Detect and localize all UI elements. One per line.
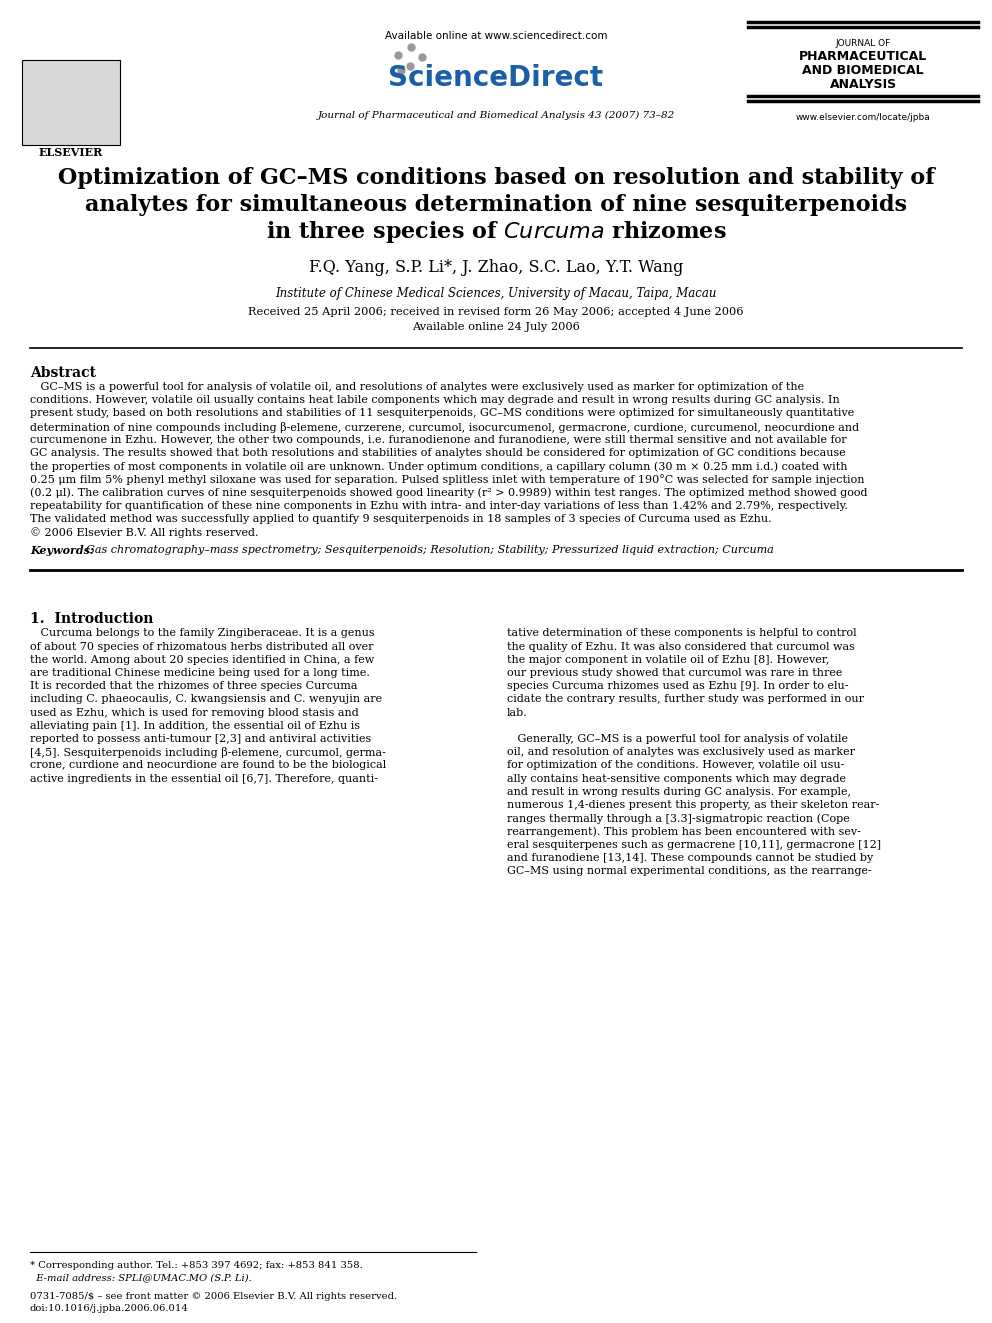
Text: Keywords:: Keywords: (30, 545, 94, 557)
Text: conditions. However, volatile oil usually contains heat labile components which : conditions. However, volatile oil usuall… (30, 396, 840, 405)
Text: ELSEVIER: ELSEVIER (39, 147, 103, 159)
Text: Gas chromatography–mass spectrometry; Sesquiterpenoids; Resolution; Stability; P: Gas chromatography–mass spectrometry; Se… (79, 545, 774, 556)
Text: Generally, GC–MS is a powerful tool for analysis of volatile: Generally, GC–MS is a powerful tool for … (507, 734, 848, 744)
Text: ScienceDirect: ScienceDirect (389, 64, 603, 93)
Text: AND BIOMEDICAL: AND BIOMEDICAL (803, 65, 924, 78)
Text: E-mail address: SPLI@UMAC.MO (S.P. Li).: E-mail address: SPLI@UMAC.MO (S.P. Li). (30, 1273, 252, 1282)
Text: F.Q. Yang, S.P. Li*, J. Zhao, S.C. Lao, Y.T. Wang: F.Q. Yang, S.P. Li*, J. Zhao, S.C. Lao, … (309, 259, 683, 277)
Text: ally contains heat-sensitive components which may degrade: ally contains heat-sensitive components … (507, 774, 846, 783)
Text: curcumenone in Ezhu. However, the other two compounds, i.e. furanodienone and fu: curcumenone in Ezhu. However, the other … (30, 435, 846, 445)
Text: 0.25 μm film 5% phenyl methyl siloxane was used for separation. Pulsed splitless: 0.25 μm film 5% phenyl methyl siloxane w… (30, 475, 864, 486)
Text: repeatability for quantification of these nine components in Ezhu with intra- an: repeatability for quantification of thes… (30, 501, 848, 511)
Text: reported to possess anti-tumour [2,3] and antiviral activities: reported to possess anti-tumour [2,3] an… (30, 734, 371, 744)
Text: numerous 1,4-dienes present this property, as their skeleton rear-: numerous 1,4-dienes present this propert… (507, 800, 879, 810)
Text: rearrangement). This problem has been encountered with sev-: rearrangement). This problem has been en… (507, 827, 861, 837)
Text: eral sesquiterpenes such as germacrene [10,11], germacrone [12]: eral sesquiterpenes such as germacrene [… (507, 840, 881, 849)
Text: cidate the contrary results, further study was performed in our: cidate the contrary results, further stu… (507, 695, 864, 704)
Text: ranges thermally through a [3.3]-sigmatropic reaction (Cope: ranges thermally through a [3.3]-sigmatr… (507, 814, 850, 824)
Text: our previous study showed that curcumol was rare in three: our previous study showed that curcumol … (507, 668, 842, 677)
Text: crone, curdione and neocurdione are found to be the biological: crone, curdione and neocurdione are foun… (30, 761, 386, 770)
Text: (0.2 μl). The calibration curves of nine sesquiterpenoids showed good linearity : (0.2 μl). The calibration curves of nine… (30, 488, 867, 499)
Text: the quality of Ezhu. It was also considered that curcumol was: the quality of Ezhu. It was also conside… (507, 642, 855, 652)
Text: including C. phaeocaulis, C. kwangsiensis and C. wenyujin are: including C. phaeocaulis, C. kwangsiensi… (30, 695, 382, 704)
Text: active ingredients in the essential oil [6,7]. Therefore, quanti-: active ingredients in the essential oil … (30, 774, 378, 783)
Text: the world. Among about 20 species identified in China, a few: the world. Among about 20 species identi… (30, 655, 374, 664)
Text: [4,5]. Sesquiterpenoids including β-elemene, curcumol, germa-: [4,5]. Sesquiterpenoids including β-elem… (30, 747, 386, 758)
Text: for optimization of the conditions. However, volatile oil usu-: for optimization of the conditions. Howe… (507, 761, 844, 770)
Text: © 2006 Elsevier B.V. All rights reserved.: © 2006 Elsevier B.V. All rights reserved… (30, 527, 259, 538)
Text: analytes for simultaneous determination of nine sesquiterpenoids: analytes for simultaneous determination … (85, 194, 907, 216)
Text: Available online at www.sciencedirect.com: Available online at www.sciencedirect.co… (385, 30, 607, 41)
Text: Received 25 April 2006; received in revised form 26 May 2006; accepted 4 June 20: Received 25 April 2006; received in revi… (248, 307, 744, 318)
Text: present study, based on both resolutions and stabilities of 11 sesquiterpenoids,: present study, based on both resolutions… (30, 409, 854, 418)
Text: alleviating pain [1]. In addition, the essential oil of Ezhu is: alleviating pain [1]. In addition, the e… (30, 721, 360, 730)
Text: determination of nine compounds including β-elemene, curzerene, curcumol, isocur: determination of nine compounds includin… (30, 422, 859, 433)
Text: Available online 24 July 2006: Available online 24 July 2006 (412, 321, 580, 332)
Text: the properties of most components in volatile oil are unknown. Under optimum con: the properties of most components in vol… (30, 462, 847, 472)
Text: Journal of Pharmaceutical and Biomedical Analysis 43 (2007) 73–82: Journal of Pharmaceutical and Biomedical… (317, 110, 675, 119)
Text: and result in wrong results during GC analysis. For example,: and result in wrong results during GC an… (507, 787, 851, 796)
Text: GC–MS is a powerful tool for analysis of volatile oil, and resolutions of analyt: GC–MS is a powerful tool for analysis of… (30, 382, 805, 392)
Text: ANALYSIS: ANALYSIS (829, 78, 897, 90)
Text: It is recorded that the rhizomes of three species Curcuma: It is recorded that the rhizomes of thre… (30, 681, 357, 691)
Text: www.elsevier.com/locate/jpba: www.elsevier.com/locate/jpba (796, 114, 930, 123)
Text: Institute of Chinese Medical Sciences, University of Macau, Taipa, Macau: Institute of Chinese Medical Sciences, U… (275, 287, 717, 299)
Text: lab.: lab. (507, 708, 528, 717)
Text: GC analysis. The results showed that both resolutions and stabilities of analyte: GC analysis. The results showed that bot… (30, 448, 846, 458)
Text: used as Ezhu, which is used for removing blood stasis and: used as Ezhu, which is used for removing… (30, 708, 359, 717)
Text: The validated method was successfully applied to quantify 9 sesquiterpenoids in : The validated method was successfully ap… (30, 515, 772, 524)
Text: PHARMACEUTICAL: PHARMACEUTICAL (799, 50, 928, 64)
Text: JOURNAL OF: JOURNAL OF (835, 38, 891, 48)
Text: Curcuma belongs to the family Zingiberaceae. It is a genus: Curcuma belongs to the family Zingiberac… (30, 628, 375, 639)
Text: of about 70 species of rhizomatous herbs distributed all over: of about 70 species of rhizomatous herbs… (30, 642, 374, 652)
Bar (22, 60, 120, 146)
Text: * Corresponding author. Tel.: +853 397 4692; fax: +853 841 358.: * Corresponding author. Tel.: +853 397 4… (30, 1261, 363, 1270)
Text: the major component in volatile oil of Ezhu [8]. However,: the major component in volatile oil of E… (507, 655, 829, 664)
Text: tative determination of these components is helpful to control: tative determination of these components… (507, 628, 857, 639)
Text: Optimization of GC–MS conditions based on resolution and stability of: Optimization of GC–MS conditions based o… (58, 167, 934, 189)
Text: 1.  Introduction: 1. Introduction (30, 613, 154, 626)
Text: and furanodiene [13,14]. These compounds cannot be studied by: and furanodiene [13,14]. These compounds… (507, 853, 873, 863)
Text: Abstract: Abstract (30, 366, 96, 380)
Text: GC–MS using normal experimental conditions, as the rearrange-: GC–MS using normal experimental conditio… (507, 867, 872, 876)
Text: in three species of $\it{Curcuma}$ rhizomes: in three species of $\it{Curcuma}$ rhizo… (266, 220, 726, 245)
Text: species Curcuma rhizomes used as Ezhu [9]. In order to elu-: species Curcuma rhizomes used as Ezhu [9… (507, 681, 848, 691)
Text: 0731-7085/$ – see front matter © 2006 Elsevier B.V. All rights reserved.: 0731-7085/$ – see front matter © 2006 El… (30, 1293, 397, 1301)
Text: are traditional Chinese medicine being used for a long time.: are traditional Chinese medicine being u… (30, 668, 370, 677)
Text: oil, and resolution of analytes was exclusively used as marker: oil, and resolution of analytes was excl… (507, 747, 855, 757)
Text: doi:10.1016/j.jpba.2006.06.014: doi:10.1016/j.jpba.2006.06.014 (30, 1304, 188, 1312)
